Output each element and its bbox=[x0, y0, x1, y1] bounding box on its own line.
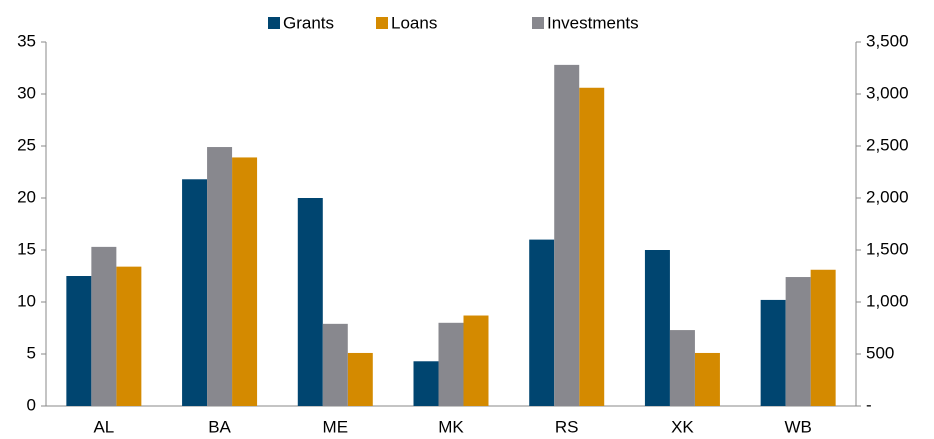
y-tick-label: 25 bbox=[17, 135, 36, 154]
legend-swatch bbox=[376, 17, 388, 29]
bar bbox=[644, 250, 670, 406]
x-tick-label: ME bbox=[323, 417, 349, 436]
bar bbox=[694, 352, 720, 406]
legend-swatch bbox=[532, 17, 544, 29]
bar bbox=[554, 64, 580, 406]
bar bbox=[438, 322, 464, 406]
y2-tick-label: 3,500 bbox=[866, 31, 909, 50]
bar bbox=[529, 239, 555, 406]
bar bbox=[579, 87, 605, 406]
y-tick-label: 5 bbox=[27, 343, 36, 362]
y2-tick-label: 1,000 bbox=[866, 291, 909, 310]
y2-tick-label: - bbox=[866, 395, 872, 414]
y-tick-label: 20 bbox=[17, 187, 36, 206]
legend-label: Investments bbox=[547, 13, 639, 32]
bar bbox=[297, 198, 323, 406]
y2-tick-label: 2,000 bbox=[866, 187, 909, 206]
bar bbox=[760, 299, 786, 406]
bar bbox=[207, 147, 233, 407]
y-tick-label: 35 bbox=[17, 31, 36, 50]
bar bbox=[669, 330, 695, 406]
bar bbox=[232, 157, 258, 406]
bar bbox=[347, 352, 373, 406]
y-tick-label: 0 bbox=[27, 395, 36, 414]
y2-tick-label: 2,500 bbox=[866, 135, 909, 154]
y-tick-label: 10 bbox=[17, 291, 36, 310]
bar bbox=[66, 276, 92, 406]
legend-label: Grants bbox=[283, 13, 334, 32]
bar bbox=[413, 361, 439, 406]
y2-tick-label: 1,500 bbox=[866, 239, 909, 258]
y-tick-label: 15 bbox=[17, 239, 36, 258]
bar bbox=[322, 323, 348, 406]
bar bbox=[810, 269, 836, 406]
y2-tick-label: 500 bbox=[866, 343, 894, 362]
bar bbox=[116, 266, 142, 406]
bar bbox=[182, 179, 208, 406]
legend-swatch bbox=[268, 17, 280, 29]
y2-tick-label: 3,000 bbox=[866, 83, 909, 102]
bar bbox=[91, 246, 117, 406]
x-tick-label: BA bbox=[208, 417, 231, 436]
x-tick-label: WB bbox=[784, 417, 811, 436]
y-tick-label: 30 bbox=[17, 83, 36, 102]
legend-label: Loans bbox=[391, 13, 437, 32]
x-tick-label: AL bbox=[93, 417, 114, 436]
x-tick-label: MK bbox=[438, 417, 464, 436]
x-tick-label: RS bbox=[555, 417, 579, 436]
bar bbox=[785, 277, 811, 406]
bar bbox=[463, 315, 489, 406]
x-tick-label: XK bbox=[671, 417, 694, 436]
